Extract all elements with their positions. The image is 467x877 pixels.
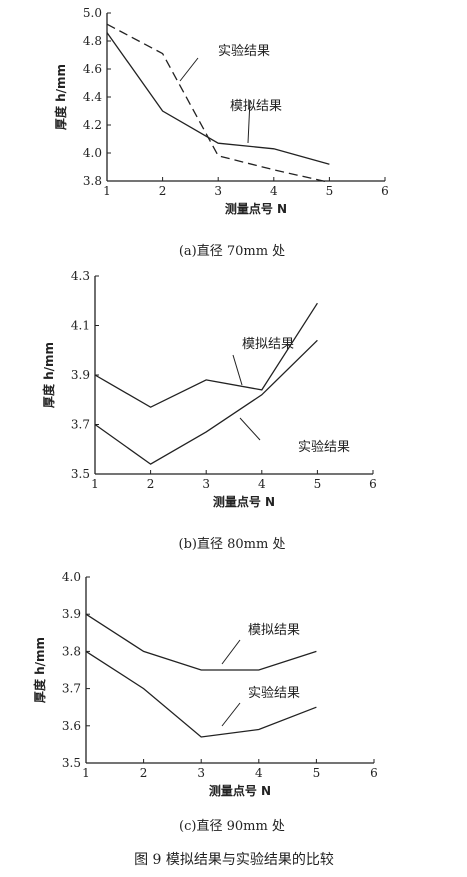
chart-panel-3: 1 2 3 4 5 6 3.5 3.6 3.7 3.8 3.9 4.0 测量点号 N 厚度 h/mm 模拟结… — [32, 570, 378, 834]
y-tick-label: 3.8 — [62, 644, 81, 658]
annotation-leader — [179, 57, 199, 82]
x-tick-label: 1 — [103, 184, 111, 198]
chart-panel-2: 1 2 3 4 5 6 3.5 3.7 3.9 4.1 4.3 测量点号 N 厚度 h/mm 模拟结果实验… — [41, 269, 377, 552]
x-tick-label: 3 — [202, 477, 210, 491]
chart-panel-1: 1 2 3 4 5 6 3.8 4.0 4.2 4.4 4.6 4.8 5.0 测量点号 N 厚度 h/mm… — [53, 6, 389, 259]
y-tick-label: 4.8 — [83, 34, 102, 48]
series-line-1 — [94, 302, 318, 408]
series-label: 模拟结果 — [242, 337, 294, 352]
x-tick-label: 6 — [369, 477, 377, 491]
series-label: 实验结果 — [218, 43, 270, 59]
annotation-leader — [221, 702, 241, 727]
series-label: 模拟结果 — [248, 623, 300, 638]
annotation-leader — [239, 417, 261, 441]
x-tick-label: 6 — [381, 184, 389, 198]
annotation-leader — [232, 354, 243, 386]
y-tick-label: 3.9 — [71, 368, 90, 382]
x-tick-label: 3 — [197, 766, 205, 780]
x-tick-label: 5 — [326, 184, 334, 198]
x-tick-label: 1 — [82, 766, 90, 780]
series-line-1 — [85, 613, 317, 671]
x-tick-label: 4 — [255, 766, 263, 780]
x-tick-label: 2 — [140, 766, 148, 780]
x-tick-label: 2 — [147, 477, 155, 491]
panel-caption: (c)直径 90mm 处 — [179, 819, 285, 834]
annotation-leader — [247, 99, 251, 144]
x-tick-label: 1 — [91, 477, 99, 491]
x-axis-label: 测量点号 N — [225, 201, 287, 216]
y-tick-label: 5.0 — [83, 6, 102, 20]
y-tick-label: 3.5 — [71, 467, 90, 481]
series-label: 模拟结果 — [230, 99, 282, 114]
series-line-2 — [106, 23, 330, 184]
y-tick-label: 3.7 — [71, 418, 90, 432]
y-tick-label: 4.2 — [83, 118, 102, 132]
y-tick-label: 3.9 — [62, 607, 81, 621]
x-tick-label: 6 — [370, 766, 378, 780]
y-tick-label: 3.6 — [62, 719, 81, 733]
y-tick-label: 4.4 — [83, 90, 102, 104]
figure-caption: 图 9 模拟结果与实验结果的比较 — [134, 852, 334, 868]
y-tick-label: 3.8 — [83, 174, 102, 188]
annotation-leader — [221, 639, 241, 665]
y-axis-label: 厚度 h/mm — [53, 64, 68, 130]
x-tick-label: 3 — [214, 184, 222, 198]
y-axis-label: 厚度 h/mm — [41, 342, 56, 408]
x-tick-label: 2 — [159, 184, 167, 198]
x-tick-label: 5 — [313, 766, 321, 780]
y-tick-label: 4.1 — [71, 319, 90, 333]
series-line-2 — [94, 339, 318, 465]
y-tick-label: 4.0 — [62, 570, 81, 584]
series-label: 实验结果 — [248, 685, 300, 701]
series-label: 实验结果 — [298, 439, 350, 455]
y-tick-label: 4.6 — [83, 62, 102, 76]
x-axis-label: 测量点号 N — [213, 494, 275, 509]
y-axis-label: 厚度 h/mm — [32, 637, 47, 703]
y-tick-label: 3.5 — [62, 756, 81, 770]
series-line-1 — [106, 32, 330, 165]
x-tick-label: 5 — [314, 477, 322, 491]
x-axis-label: 测量点号 N — [209, 783, 271, 798]
y-tick-label: 3.7 — [62, 682, 81, 696]
x-tick-label: 4 — [270, 184, 278, 198]
y-tick-label: 4.0 — [83, 146, 102, 160]
x-tick-label: 4 — [258, 477, 266, 491]
panel-caption: (b)直径 80mm 处 — [179, 537, 286, 552]
series-line-2 — [85, 650, 317, 738]
y-tick-label: 4.3 — [71, 269, 90, 283]
panel-caption: (a)直径 70mm 处 — [179, 244, 285, 259]
